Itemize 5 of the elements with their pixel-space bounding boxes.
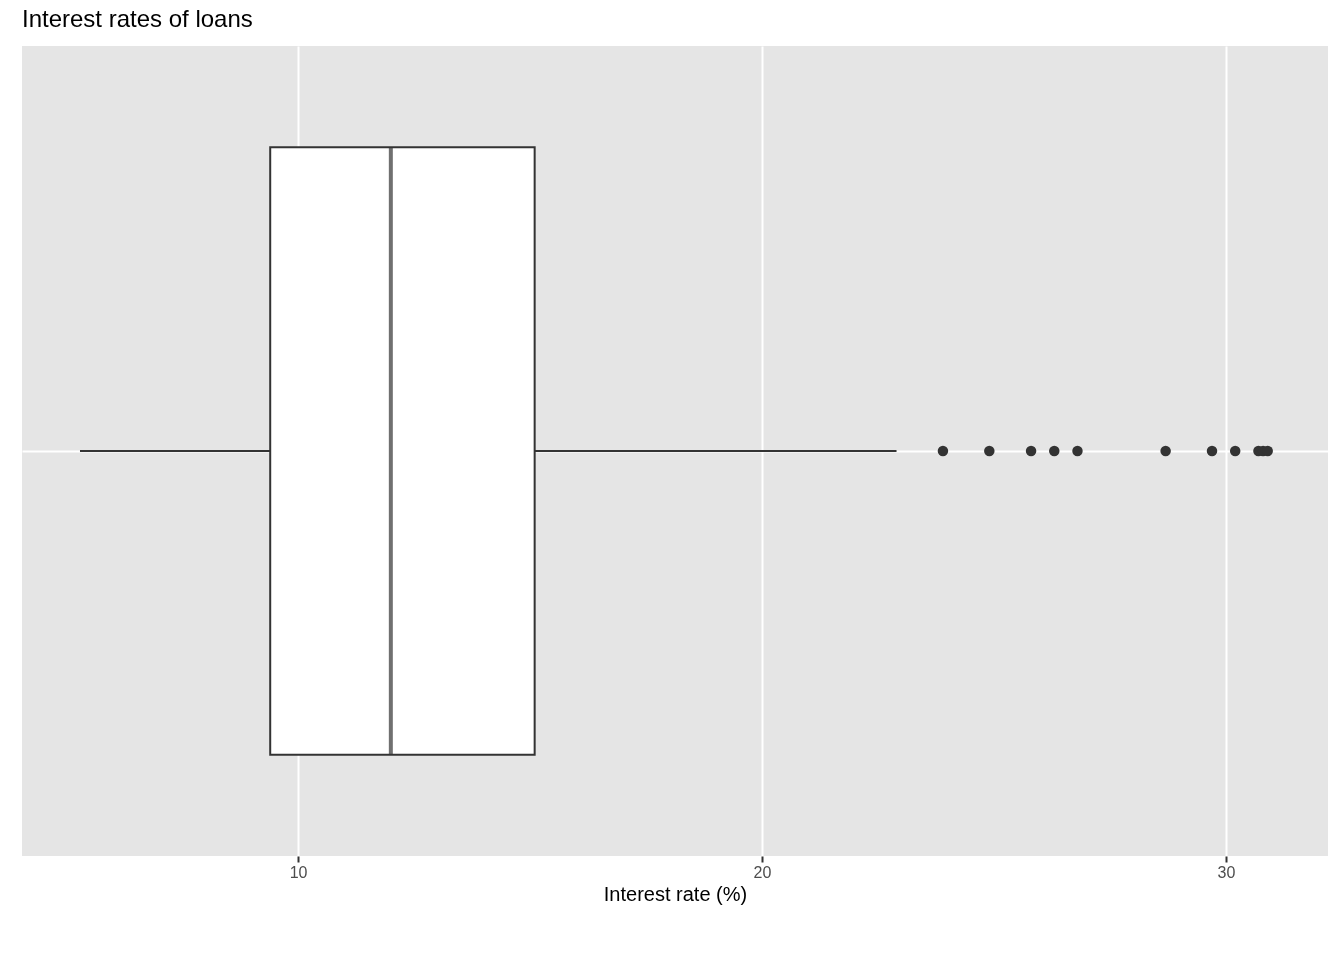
x-axis-title: Interest rate (%) [603, 882, 748, 905]
chart-title: Interest rates of loans [22, 5, 253, 32]
x-tick-label: 30 [1217, 863, 1236, 881]
x-tick-label: 20 [753, 863, 772, 881]
x-tick-label: 10 [289, 863, 308, 881]
